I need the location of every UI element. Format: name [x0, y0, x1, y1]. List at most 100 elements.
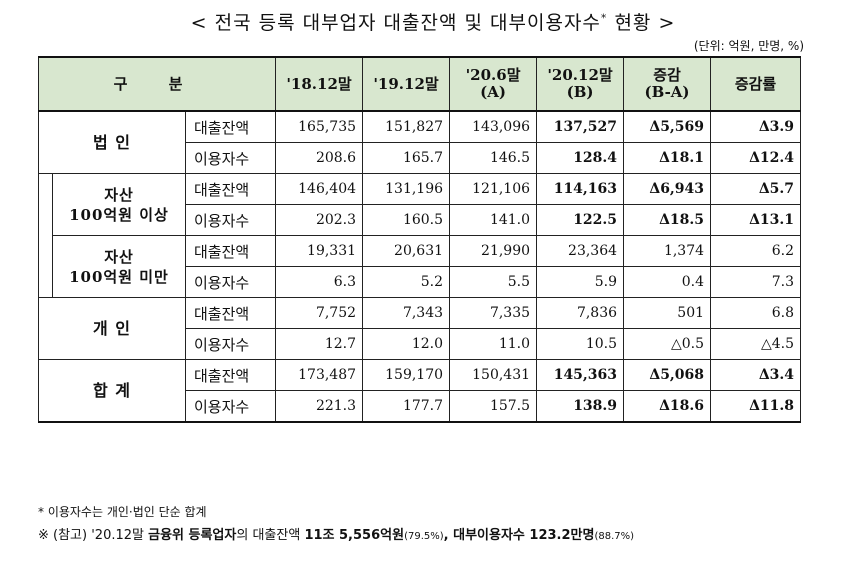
table-cell: 21,990 [449, 235, 538, 267]
table-cell: 10.5 [536, 328, 625, 360]
header-col3-line2: (A) [480, 83, 506, 101]
loan-table: 구 분 '18.12말 '19.12말 '20.6말 (A) '20.12말 (B)… [37, 56, 802, 423]
row-category-corporate: 법 인 [38, 110, 186, 174]
table-cell: 165,735 [275, 110, 364, 143]
header-col4-line1: '20.12말 [547, 66, 613, 84]
table-cell: 143,096 [449, 110, 538, 143]
table-cell: 128.4 [536, 142, 625, 174]
table-cell: 5.5 [449, 266, 538, 298]
header-col2: '19.12말 [362, 56, 451, 112]
row-category-line2: 100억원 미만 [69, 267, 169, 286]
indent-spacer [38, 173, 53, 298]
table-cell: 1,374 [623, 235, 712, 267]
table-cell: 20,631 [362, 235, 451, 267]
table-title: < 전국 등록 대부업자 대출잔액 및 대부이용자수* 현황 > [0, 8, 866, 35]
table-cell: 165.7 [362, 142, 451, 174]
table-cell: 157.5 [449, 390, 538, 423]
table-row: 이용자수 221.3 177.7 157.5 138.9 Δ18.6 Δ11.8 [39, 390, 802, 423]
table-cell: 23,364 [536, 235, 625, 267]
header-category: 구 분 [37, 56, 277, 112]
table-row: 개 인 대출잔액 7,752 7,343 7,335 7,836 501 6.8 [38, 297, 802, 360]
table-cell: 7.3 [710, 266, 802, 298]
table-cell: 12.7 [275, 328, 364, 360]
table-row: 이용자수 6.3 5.2 5.5 5.9 0.4 7.3 [39, 266, 802, 298]
table-row: 자산 100억원 미만 대출잔액 19,331 20,631 21,990 23,… [39, 235, 802, 298]
table-cell: 137,527 [536, 110, 625, 143]
table-cell: 19,331 [275, 235, 364, 267]
note-part-bold: , 대부이용자수 [443, 528, 530, 543]
title-footnote-mark: * [600, 11, 608, 25]
table-cell: Δ18.5 [623, 204, 712, 236]
table-row: 합 계 대출잔액 173,487 159,170 150,431 145,363… [38, 359, 802, 423]
table-cell: Δ3.9 [710, 110, 802, 143]
table-cell: 122.5 [536, 204, 625, 236]
header-col4: '20.12말 (B) [536, 56, 625, 112]
table-cell: 138.9 [536, 390, 625, 423]
row-category-assets-under: 자산 100억원 미만 [52, 235, 186, 298]
table-cell: Δ18.1 [623, 142, 712, 174]
title-text: < 전국 등록 대부업자 대출잔액 및 대부이용자수 [190, 12, 601, 34]
row-sub-label: 대출잔액 [184, 359, 277, 391]
header-col4-line2: (B) [566, 83, 594, 101]
table-cell: 151,827 [362, 110, 451, 143]
table-cell: 7,752 [275, 297, 364, 329]
table-cell: 12.0 [362, 328, 451, 360]
table-cell: 501 [623, 297, 712, 329]
row-category-line2: 100억원 이상 [69, 205, 169, 224]
table-cell: 146.5 [449, 142, 538, 174]
table-cell: 159,170 [362, 359, 451, 391]
table-cell: 145,363 [536, 359, 625, 391]
header-col6: 증감률 [710, 56, 802, 112]
table-cell: 177.7 [362, 390, 451, 423]
table-cell: Δ18.6 [623, 390, 712, 423]
table-cell: 202.3 [275, 204, 364, 236]
table-cell: 141.0 [449, 204, 538, 236]
header-col5: 증감 (B-A) [623, 56, 712, 112]
note-part: 의 대출잔액 [236, 528, 305, 543]
header-col1: '18.12말 [275, 56, 364, 112]
header-col5-line2: (B-A) [644, 83, 690, 101]
table-cell: Δ11.8 [710, 390, 802, 423]
table-cell: 5.2 [362, 266, 451, 298]
row-sub-label: 대출잔액 [184, 173, 277, 205]
table-row: 이용자수 12.7 12.0 11.0 10.5 △0.5 △4.5 [39, 328, 802, 360]
header-col3: '20.6말 (A) [449, 56, 538, 112]
row-sub-label: 대출잔액 [184, 110, 277, 143]
header-row: 구 분 '18.12말 '19.12말 '20.6말 (A) '20.12말 (B)… [37, 56, 802, 112]
row-sub-label: 이용자수 [184, 266, 277, 298]
unit-label: (단위: 억원, 만명, %) [693, 39, 804, 53]
table-cell: 150,431 [449, 359, 538, 391]
table-row: 이용자수 202.3 160.5 141.0 122.5 Δ18.5 Δ13.1 [39, 204, 802, 236]
header-col3-line1: '20.6말 [465, 66, 521, 84]
table-cell: Δ5,068 [623, 359, 712, 391]
table-cell: Δ12.4 [710, 142, 802, 174]
note-part-bold: 123.2만명 [529, 528, 595, 543]
table-cell: 160.5 [362, 204, 451, 236]
row-sub-label: 이용자수 [184, 204, 277, 236]
table-cell: 221.3 [275, 390, 364, 423]
row-category-individual: 개 인 [38, 297, 186, 360]
note-part-bold: 금융위 등록업자 [148, 528, 237, 543]
table-cell: 7,335 [449, 297, 538, 329]
note-part: ※ (참고) '20.12말 [38, 528, 149, 543]
row-sub-label: 이용자수 [184, 328, 277, 360]
table-cell: △4.5 [710, 328, 802, 360]
table-cell: 114,163 [536, 173, 625, 205]
table-cell: Δ5.7 [710, 173, 802, 205]
row-sub-label: 이용자수 [184, 142, 277, 174]
table-cell: 7,343 [362, 297, 451, 329]
table-cell: Δ3.4 [710, 359, 802, 391]
row-sub-label: 이용자수 [184, 390, 277, 423]
note-part-bold: 11조 5,556억원 [304, 528, 405, 543]
footnote: * 이용자수는 개인·법인 단순 합계 [38, 505, 207, 519]
table-row: 이용자수 208.6 165.7 146.5 128.4 Δ18.1 Δ12.4 [39, 142, 802, 174]
table-cell: 146,404 [275, 173, 364, 205]
table-cell: 5.9 [536, 266, 625, 298]
table-cell: 11.0 [449, 328, 538, 360]
row-category-assets-over: 자산 100억원 이상 [52, 173, 186, 236]
row-category-total: 합 계 [38, 359, 186, 423]
table-cell: 6.2 [710, 235, 802, 267]
table-cell: 131,196 [362, 173, 451, 205]
table-cell: 208.6 [275, 142, 364, 174]
row-category-line1: 자산 [104, 185, 134, 204]
